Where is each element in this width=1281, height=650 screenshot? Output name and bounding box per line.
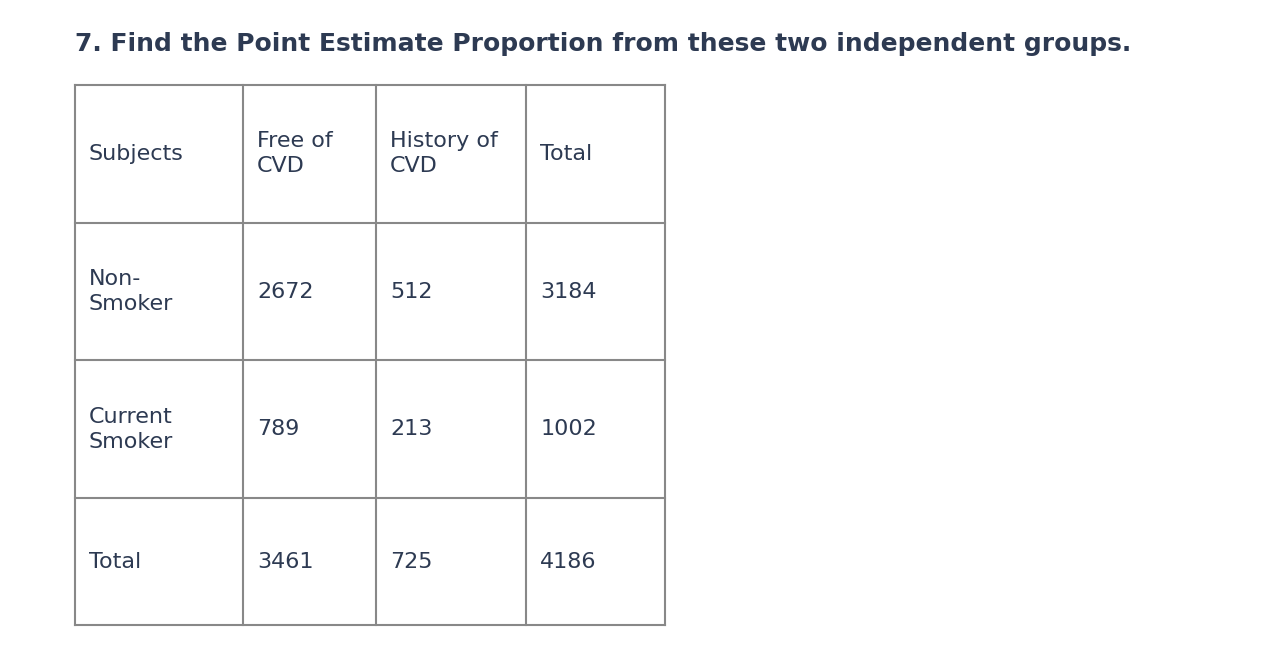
Text: 4186: 4186 [541, 552, 597, 571]
Text: Current
Smoker: Current Smoker [88, 407, 173, 452]
Text: 725: 725 [389, 552, 433, 571]
Text: Total: Total [88, 552, 141, 571]
Text: 789: 789 [257, 419, 300, 439]
Text: 2672: 2672 [257, 281, 314, 302]
Text: Subjects: Subjects [88, 144, 184, 164]
Text: Non-
Smoker: Non- Smoker [88, 269, 173, 314]
Text: 512: 512 [389, 281, 433, 302]
Text: Total: Total [541, 144, 593, 164]
Text: History of
CVD: History of CVD [389, 131, 498, 176]
Text: 213: 213 [389, 419, 432, 439]
Text: 7. Find the Point Estimate Proportion from these two independent groups.: 7. Find the Point Estimate Proportion fr… [76, 32, 1131, 56]
Text: 3184: 3184 [541, 281, 597, 302]
Text: Free of
CVD: Free of CVD [257, 131, 333, 176]
Text: 3461: 3461 [257, 552, 314, 571]
Text: 1002: 1002 [541, 419, 597, 439]
